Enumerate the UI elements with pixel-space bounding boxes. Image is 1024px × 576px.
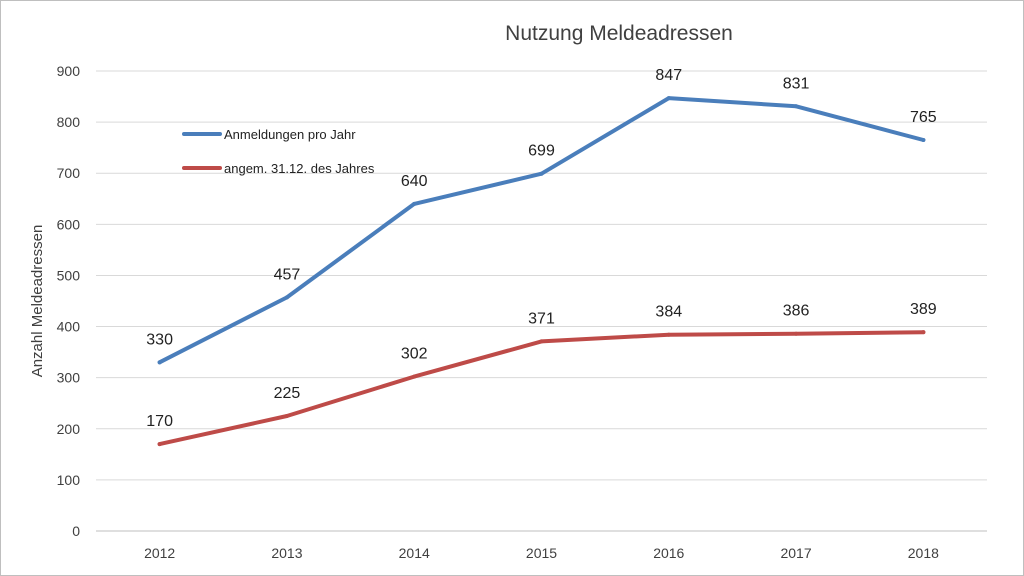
- data-point: [794, 331, 799, 336]
- data-label: 765: [910, 109, 937, 126]
- data-label: 389: [910, 301, 937, 318]
- legend: Anmeldungen pro Jahr angem. 31.12. des Ja…: [182, 127, 375, 176]
- x-axis-ticks: 2012 2013 2014 2015 2016 2017 2018: [144, 545, 939, 561]
- data-point: [157, 442, 162, 447]
- y-axis-title: Anzahl Meldeadressen: [29, 225, 46, 378]
- y-tick-label: 700: [57, 165, 81, 181]
- x-tick-label: 2014: [399, 545, 430, 561]
- x-tick-label: 2013: [271, 545, 302, 561]
- y-tick-label: 200: [57, 421, 81, 437]
- data-point: [412, 374, 417, 379]
- grid-lines: [96, 70, 987, 481]
- data-label: 371: [528, 310, 555, 327]
- y-tick-label: 800: [57, 114, 81, 130]
- legend-label: angem. 31.12. des Jahres: [224, 161, 375, 176]
- data-point: [412, 201, 417, 206]
- data-label: 386: [783, 303, 810, 320]
- data-point: [539, 171, 544, 176]
- series-lines: [157, 96, 926, 447]
- data-point: [666, 332, 671, 337]
- legend-label: Anmeldungen pro Jahr: [224, 127, 356, 142]
- y-tick-label: 400: [57, 319, 81, 335]
- data-label: 831: [783, 75, 810, 92]
- data-point: [921, 138, 926, 142]
- x-tick-label: 2012: [144, 545, 175, 561]
- y-tick-label: 300: [57, 370, 81, 386]
- data-labels: 330 457 640 699 847 831 765 170 225 302 371 384 386 3…: [146, 67, 937, 430]
- y-tick-label: 100: [57, 472, 81, 488]
- data-label: 302: [401, 346, 428, 363]
- data-label: 170: [146, 413, 173, 430]
- chart-title: Nutzung Meldeadressen: [505, 22, 733, 45]
- x-tick-label: 2018: [908, 545, 939, 561]
- y-tick-label: 900: [57, 63, 81, 79]
- data-label: 699: [528, 143, 555, 160]
- y-axis-ticks: 0 100 200 300 400 500 600 700 800 900: [57, 63, 81, 539]
- data-point: [794, 104, 799, 109]
- data-point: [157, 360, 162, 365]
- y-tick-label: 0: [72, 523, 80, 539]
- y-tick-label: 600: [57, 216, 81, 232]
- data-label: 640: [401, 173, 428, 190]
- data-point: [284, 414, 289, 418]
- y-tick-label: 500: [57, 267, 81, 283]
- x-tick-label: 2017: [780, 545, 811, 561]
- data-label: 847: [655, 67, 682, 84]
- data-label: 457: [274, 266, 301, 283]
- data-point: [666, 96, 671, 101]
- data-label: 225: [274, 385, 301, 402]
- data-label: 330: [146, 331, 173, 348]
- x-tick-label: 2016: [653, 545, 684, 561]
- data-point: [284, 295, 289, 300]
- data-label: 384: [655, 304, 682, 321]
- data-point: [539, 339, 544, 344]
- data-point: [921, 330, 926, 335]
- x-tick-label: 2015: [526, 545, 557, 561]
